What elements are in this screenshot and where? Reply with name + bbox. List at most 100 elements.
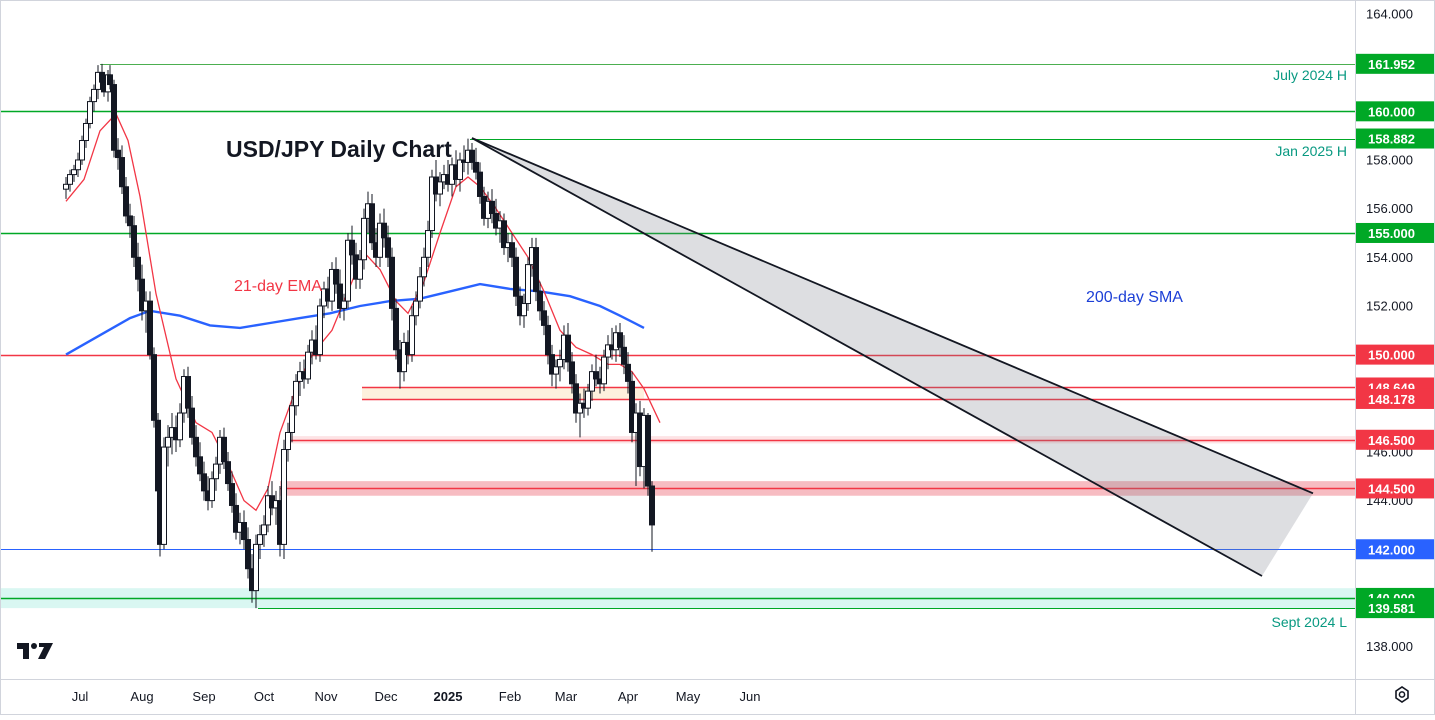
candle <box>501 220 507 249</box>
candle <box>87 101 93 124</box>
jan-high-label: Jan 2025 H <box>1275 143 1347 159</box>
level-box <box>1356 344 1434 365</box>
tradingview-logo <box>17 643 53 659</box>
candle <box>649 485 655 526</box>
annotations: USD/JPY Daily Chart 21-day EMA 200-day S… <box>226 67 1347 630</box>
x-axis: Jul Aug Sep Oct Nov Dec 2025 Feb Mar Apr May Jun <box>72 689 761 704</box>
candle <box>91 88 97 103</box>
july-high-label: July 2024 H <box>1273 67 1347 83</box>
candle <box>241 521 247 541</box>
candle <box>629 380 635 433</box>
candle <box>83 122 89 142</box>
candle <box>147 300 153 356</box>
candle <box>329 268 335 302</box>
candle <box>337 283 343 309</box>
candle <box>549 354 555 375</box>
candle <box>345 239 351 302</box>
chart-title: USD/JPY Daily Chart <box>226 136 452 162</box>
level-box <box>1356 598 1434 619</box>
ema-label: 21-day EMA <box>234 278 322 295</box>
candle <box>473 161 479 173</box>
candle <box>193 436 199 458</box>
candle <box>601 356 607 385</box>
candle <box>79 140 85 161</box>
level-box <box>1356 539 1434 560</box>
candle <box>131 225 137 258</box>
candle <box>349 239 355 256</box>
candle <box>357 259 363 280</box>
candle <box>165 436 171 448</box>
resistance-zone-148 <box>362 387 644 399</box>
x-tick-label: Feb <box>499 689 521 704</box>
channel-upper-line <box>471 137 1314 495</box>
candle <box>127 215 133 227</box>
candle <box>557 358 563 368</box>
level-box <box>1356 101 1434 122</box>
x-tick-label: Jul <box>72 689 89 704</box>
candle <box>63 183 69 190</box>
x-tick-label: Nov <box>314 689 338 704</box>
level-lines <box>0 64 1355 609</box>
x-tick-label: 2025 <box>434 689 463 704</box>
level-price-boxes: 161.952160.000158.882155.000150.000148.6… <box>1356 53 1434 619</box>
level-box-label: 146.500 <box>1368 433 1415 448</box>
candle <box>537 290 543 312</box>
candle <box>253 543 259 592</box>
y-tick-label: 138.000 <box>1366 639 1413 654</box>
candle <box>421 256 427 278</box>
candle <box>341 300 347 309</box>
candle <box>381 222 387 239</box>
candle <box>401 341 407 373</box>
x-tick-label: Aug <box>130 689 153 704</box>
channel-lower-line <box>471 137 1263 577</box>
candle <box>625 363 631 382</box>
candle <box>289 405 295 433</box>
candle <box>509 242 515 258</box>
candle <box>317 305 323 356</box>
candle <box>139 278 145 312</box>
candle <box>409 315 415 356</box>
candle <box>151 354 157 421</box>
y-tick-label: 152.000 <box>1366 298 1413 313</box>
candle <box>209 478 215 502</box>
x-tick-label: Jun <box>740 689 761 704</box>
candle <box>115 149 121 159</box>
candle <box>393 307 399 351</box>
candle <box>265 495 271 526</box>
level-box-label: 139.581 <box>1368 601 1415 616</box>
candle <box>305 351 311 380</box>
candle <box>377 222 383 258</box>
candle <box>189 407 195 438</box>
candle <box>333 268 339 285</box>
candle <box>437 181 443 195</box>
x-tick-label: Dec <box>374 689 398 704</box>
level-box <box>1356 388 1434 409</box>
candle <box>513 256 519 297</box>
x-tick-label: Oct <box>254 689 275 704</box>
candle <box>67 174 73 185</box>
candle <box>565 334 571 363</box>
trend-channel <box>471 137 1314 577</box>
level-box <box>1356 429 1434 450</box>
channel-fill <box>472 138 1313 577</box>
candle <box>385 237 391 258</box>
candle <box>245 539 251 570</box>
candle <box>645 414 651 487</box>
candle <box>123 186 129 217</box>
candle <box>541 310 547 326</box>
level-box-label: 155.000 <box>1368 226 1415 241</box>
candle <box>285 431 291 451</box>
candle <box>177 412 183 441</box>
candle <box>569 361 575 385</box>
gear-icon[interactable] <box>1395 686 1409 703</box>
candle <box>457 159 463 180</box>
candle <box>553 366 559 375</box>
y-tick-label: 156.000 <box>1366 201 1413 216</box>
level-box <box>1356 222 1434 243</box>
candle <box>225 461 231 485</box>
level-box-label: 150.000 <box>1368 348 1415 363</box>
candle <box>293 380 299 407</box>
level-box-label: 158.882 <box>1368 132 1415 147</box>
candle <box>533 247 539 292</box>
